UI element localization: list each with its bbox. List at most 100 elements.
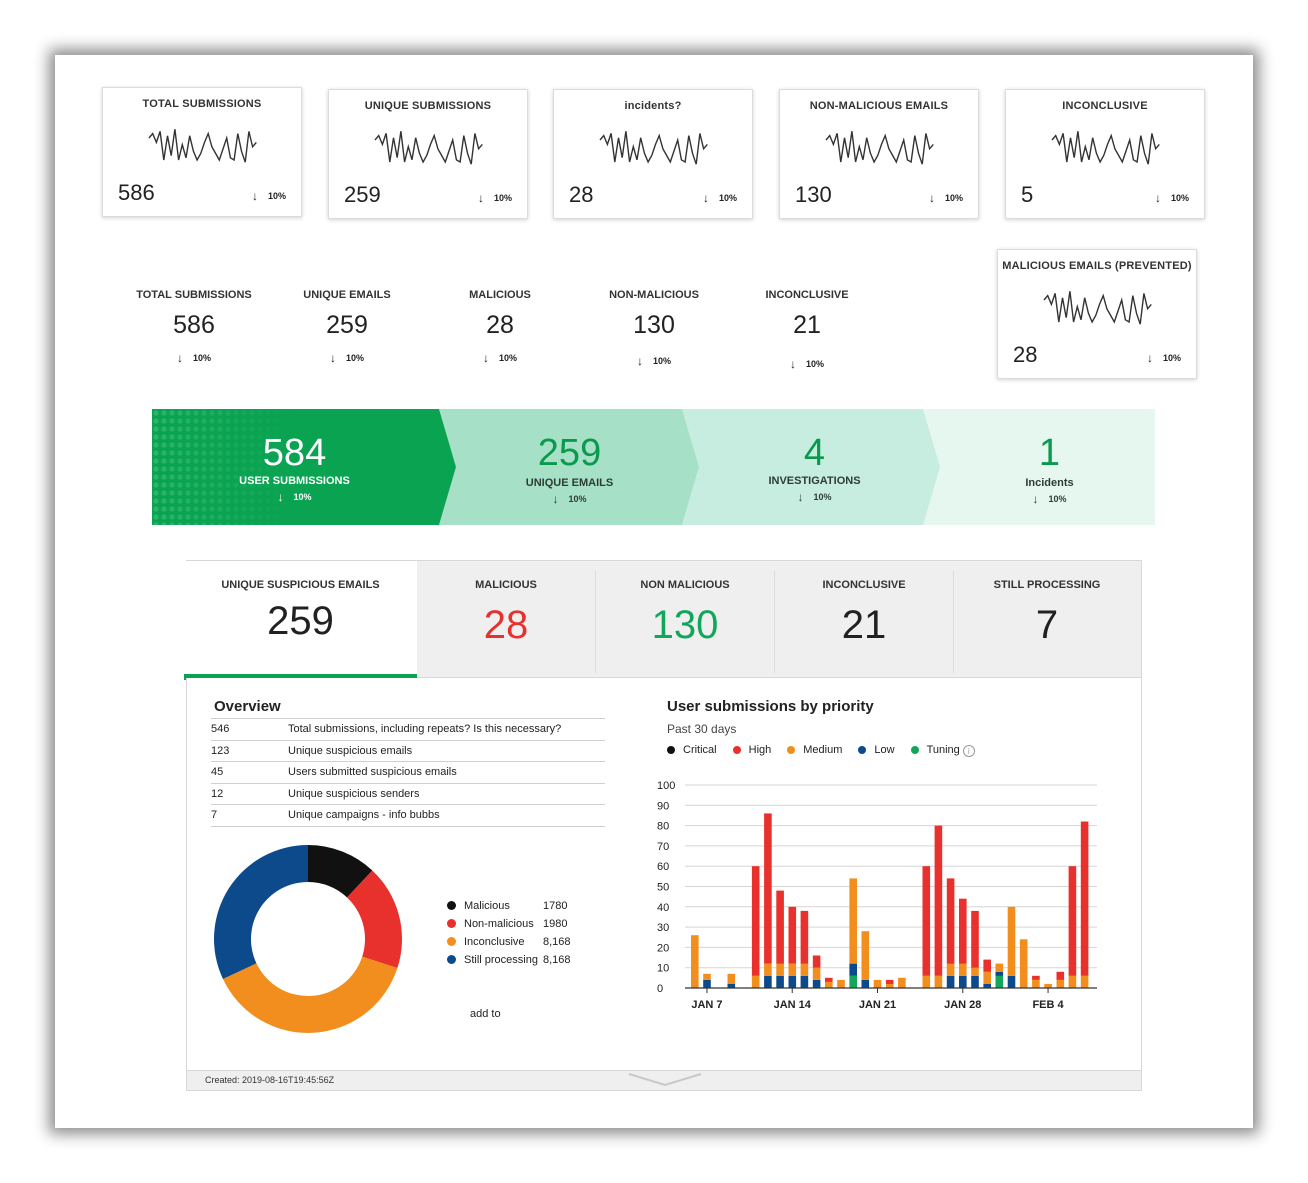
bar-segment-low	[1007, 975, 1016, 988]
y-tick-label: 40	[657, 902, 669, 914]
funnel-trend: ↓ 10%	[467, 491, 672, 506]
card-title: INCONCLUSIVE	[1062, 100, 1148, 112]
trend-value: 10%	[267, 191, 286, 201]
sparkline-card-malicious-prevented[interactable]: MALICIOUS EMAILS (PREVENTED) 28 ↓ 10%	[997, 249, 1197, 379]
priority-legend-item[interactable]: Low	[858, 744, 895, 756]
sparkline-line	[1051, 131, 1160, 165]
tab-label: INCONCLUSIVE	[822, 579, 906, 591]
stat-trend: ↓ 10%	[584, 353, 724, 368]
priority-chart-subtitle: Past 30 days	[667, 722, 737, 736]
info-icon[interactable]: i	[962, 745, 975, 757]
x-tick-label: JAN 28	[944, 999, 981, 1011]
priority-legend-item[interactable]: High	[732, 744, 771, 756]
chevron-down-icon[interactable]	[627, 1072, 703, 1088]
stat-value: 28	[486, 311, 514, 339]
card-title: TOTAL SUBMISSIONS	[142, 98, 262, 110]
stat-malicious[interactable]: MALICIOUS 28 ↓ 10%	[430, 289, 570, 365]
card-title: NON-MALICIOUS EMAILS	[809, 100, 949, 112]
sparkline-card-non-malicious-emails[interactable]: NON-MALICIOUS EMAILS 130 ↓ 10%	[779, 89, 979, 219]
x-tick-label: JAN 14	[774, 999, 812, 1011]
stat-trend: ↓ 10%	[124, 350, 264, 365]
overview-table: 546 Total submissions, including repeats?…	[211, 718, 605, 827]
arrow-down-icon: ↓	[482, 351, 489, 365]
stat-label: MALICIOUS	[469, 289, 531, 301]
bar-segment-low	[788, 975, 797, 988]
card-title: UNIQUE SUBMISSIONS	[364, 100, 492, 112]
card-trend: ↓ 10%	[929, 190, 963, 205]
sparkline-card-incidents[interactable]: incidents? 28 ↓ 10%	[553, 89, 753, 219]
legend-dot-icon	[447, 937, 456, 946]
bar-segment-medium	[751, 975, 760, 988]
priority-legend-item[interactable]: Tuning i	[910, 744, 975, 757]
tab-still-processing[interactable]: STILL PROCESSING 7	[954, 561, 1140, 679]
bar-segment-high	[1068, 866, 1077, 976]
bar-segment-medium	[764, 963, 772, 976]
bar-segment-medium	[1019, 939, 1028, 988]
sparkline-card-total-submissions[interactable]: TOTAL SUBMISSIONS 586 ↓ 10%	[102, 87, 302, 217]
sparkline-line	[1043, 291, 1152, 325]
card-value: 5	[1021, 182, 1034, 207]
stat-trend: ↓ 10%	[737, 356, 877, 371]
tab-divider	[774, 571, 775, 673]
stat-inconclusive[interactable]: INCONCLUSIVE 21 ↓ 10%	[737, 289, 877, 371]
bar-segment-medium	[812, 967, 821, 980]
bar-segment-medium	[995, 963, 1004, 972]
bar-segment-low	[812, 979, 821, 988]
y-tick-label: 0	[657, 983, 663, 995]
table-row: 12 Unique suspicious senders	[211, 783, 605, 805]
legend-value: 8,168	[543, 954, 571, 966]
bar-segment-medium	[861, 931, 870, 980]
card-trend: ↓ 10%	[252, 188, 286, 203]
submission-funnel: 584 USER SUBMISSIONS ↓ 10% 259 UNIQUE EMA…	[152, 409, 1155, 525]
funnel-unique-emails[interactable]: 259 UNIQUE EMAILS ↓ 10%	[467, 409, 672, 525]
stat-trend: ↓ 10%	[277, 350, 417, 365]
bar-segment-high	[751, 866, 760, 976]
funnel-value: 1	[1038, 432, 1061, 474]
funnel-label: UNIQUE EMAILS	[525, 477, 614, 489]
arrow-down-icon: ↓	[797, 490, 804, 504]
priority-legend-item[interactable]: Critical	[667, 744, 717, 756]
tab-malicious[interactable]: MALICIOUS 28	[417, 561, 595, 679]
tab-non-malicious[interactable]: NON MALICIOUS 130	[596, 561, 774, 679]
legend-label: Inconclusive	[464, 936, 525, 948]
stat-label: TOTAL SUBMISSIONS	[136, 289, 252, 301]
bar-segment-high	[934, 825, 943, 976]
funnel-segment-shape-4	[922, 409, 1155, 525]
card-value: 586	[118, 180, 155, 205]
funnel-label: INVESTIGATIONS	[768, 475, 861, 487]
add-to-link[interactable]: add to	[470, 1008, 501, 1020]
bar-segment-tuning	[849, 975, 857, 988]
trend-value: 10%	[498, 353, 517, 363]
row-description: Unique campaigns - info bubbs	[288, 804, 605, 827]
tab-unique-suspicious-emails[interactable]: UNIQUE SUSPICIOUS EMAILS 259	[184, 561, 417, 680]
bar-segment-medium	[727, 973, 736, 984]
stat-non-malicious[interactable]: NON-MALICIOUS 130 ↓ 10%	[584, 289, 724, 368]
funnel-investigations[interactable]: 4 INVESTIGATIONS ↓ 10%	[712, 409, 917, 525]
tab-inconclusive[interactable]: INCONCLUSIVE 21	[775, 561, 953, 679]
priority-legend-item[interactable]: Medium	[787, 744, 842, 756]
arrow-down-icon: ↓	[277, 490, 284, 504]
trend-value: 10%	[944, 193, 963, 203]
bar-segment-low	[946, 975, 955, 988]
table-row: 546 Total submissions, including repeats?…	[211, 718, 605, 741]
card-title: MALICIOUS EMAILS (PREVENTED)	[1002, 260, 1192, 272]
y-tick-label: 80	[657, 821, 669, 833]
funnel-user-submissions[interactable]: 584 USER SUBMISSIONS ↓ 10%	[192, 409, 397, 525]
tab-value: 7	[1035, 603, 1059, 647]
bar-segment-low	[727, 983, 736, 988]
sparkline-card-inconclusive[interactable]: INCONCLUSIVE 5 ↓ 10%	[1005, 89, 1205, 219]
legend-label: Malicious	[464, 900, 510, 912]
sparkline-card-unique-submissions[interactable]: UNIQUE SUBMISSIONS 259 ↓ 10%	[328, 89, 528, 219]
arrow-down-icon: ↓	[176, 351, 183, 365]
trend-value: 10%	[568, 494, 587, 504]
legend-label: Tuning	[926, 744, 960, 756]
donut-chart	[214, 845, 403, 1033]
stat-total-submissions[interactable]: TOTAL SUBMISSIONS 586 ↓ 10%	[124, 289, 264, 365]
stat-unique-emails[interactable]: UNIQUE EMAILS 259 ↓ 10%	[277, 289, 417, 365]
funnel-incidents[interactable]: 1 Incidents ↓ 10%	[947, 409, 1152, 525]
legend-label: Low	[874, 744, 895, 756]
legend-label: Still processing	[464, 954, 538, 966]
bar-segment-medium	[849, 878, 857, 964]
sparkline-line	[599, 131, 708, 165]
bar-segment-high	[788, 906, 797, 964]
